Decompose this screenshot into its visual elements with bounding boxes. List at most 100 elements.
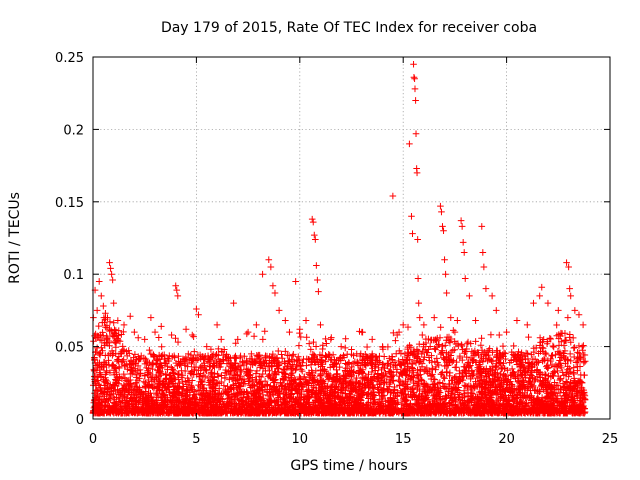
noise-marker (179, 398, 186, 406)
noise-marker (180, 383, 187, 390)
noise-marker (521, 352, 529, 360)
noise-marker (95, 322, 103, 330)
noise-marker (175, 371, 183, 378)
noise-marker (421, 380, 428, 388)
noise-marker (509, 369, 517, 377)
noise-marker (488, 363, 496, 371)
noise-marker (137, 369, 144, 377)
noise-marker (317, 386, 325, 393)
noise-marker (343, 393, 351, 401)
noise-marker (141, 372, 149, 380)
noise-marker (498, 364, 506, 372)
noise-marker (504, 366, 511, 374)
noise-marker (407, 391, 414, 399)
noise-marker (154, 357, 161, 365)
noise-marker (362, 362, 370, 369)
noise-marker (507, 357, 515, 364)
noise-marker (391, 386, 398, 393)
noise-marker (357, 396, 364, 404)
noise-marker (447, 335, 455, 343)
noise-marker (387, 401, 395, 408)
noise-marker (482, 368, 489, 376)
noise-marker (243, 330, 251, 338)
noise-marker (162, 397, 170, 405)
noise-marker (548, 352, 555, 360)
noise-marker (530, 348, 538, 356)
noise-marker (318, 352, 326, 359)
noise-marker (234, 370, 241, 378)
noise-marker (414, 366, 421, 374)
noise-marker (507, 378, 514, 385)
noise-marker (287, 374, 295, 381)
noise-marker (401, 367, 409, 374)
noise-marker (254, 353, 261, 360)
noise-marker (424, 370, 432, 377)
noise-marker (554, 367, 561, 375)
noise-marker (567, 338, 575, 346)
noise-marker (305, 356, 312, 363)
noise-marker (376, 352, 383, 360)
noise-marker (525, 333, 532, 341)
noise-marker (404, 323, 412, 331)
noise-marker (415, 340, 423, 348)
noise-marker (120, 381, 128, 389)
noise-marker (232, 339, 240, 347)
noise-marker (340, 373, 347, 380)
noise-marker (119, 346, 127, 354)
noise-marker (320, 366, 328, 374)
noise-marker (344, 400, 352, 408)
noise-marker (454, 317, 461, 324)
noise-marker (146, 346, 153, 354)
noise-marker (272, 368, 279, 375)
noise-marker (392, 350, 400, 358)
noise-marker (275, 359, 283, 367)
noise-marker (404, 345, 411, 353)
noise-marker (138, 400, 146, 408)
noise-marker (483, 348, 491, 356)
noise-marker (394, 398, 402, 406)
noise-marker (319, 360, 326, 368)
noise-marker (379, 407, 387, 414)
noise-marker (462, 382, 470, 390)
noise-marker (207, 345, 215, 353)
noise-marker (467, 354, 475, 362)
noise-marker (330, 389, 338, 397)
noise-marker (452, 373, 460, 380)
noise-marker (124, 391, 132, 398)
noise-marker (424, 382, 431, 390)
noise-marker (495, 376, 503, 384)
noise-marker (454, 387, 462, 394)
noise-marker (90, 366, 98, 374)
noise-marker (108, 362, 116, 370)
noise-marker (340, 398, 348, 406)
noise-marker (435, 389, 443, 396)
noise-marker (120, 347, 128, 355)
noise-marker (429, 396, 437, 404)
noise-marker (441, 375, 448, 382)
noise-marker (431, 345, 438, 352)
noise-marker (208, 352, 216, 360)
noise-marker (548, 385, 555, 392)
noise-marker (97, 384, 104, 392)
noise-marker (461, 381, 469, 389)
noise-marker (106, 318, 114, 326)
noise-marker (373, 378, 381, 385)
noise-marker (418, 396, 426, 403)
noise-marker (226, 359, 234, 367)
noise-marker (434, 359, 441, 366)
noise-marker (179, 371, 187, 379)
noise-marker (115, 363, 123, 371)
noise-marker (315, 381, 322, 388)
noise-marker (508, 365, 516, 373)
noise-marker (550, 343, 558, 351)
noise-marker (262, 402, 269, 410)
noise-marker (379, 361, 387, 369)
noise-marker (560, 353, 568, 361)
noise-marker (535, 350, 542, 357)
noise-marker (566, 350, 574, 358)
noise-marker (133, 371, 141, 379)
noise-marker (295, 342, 303, 349)
noise-marker (385, 360, 392, 367)
noise-marker (169, 380, 177, 387)
noise-marker (450, 327, 457, 334)
